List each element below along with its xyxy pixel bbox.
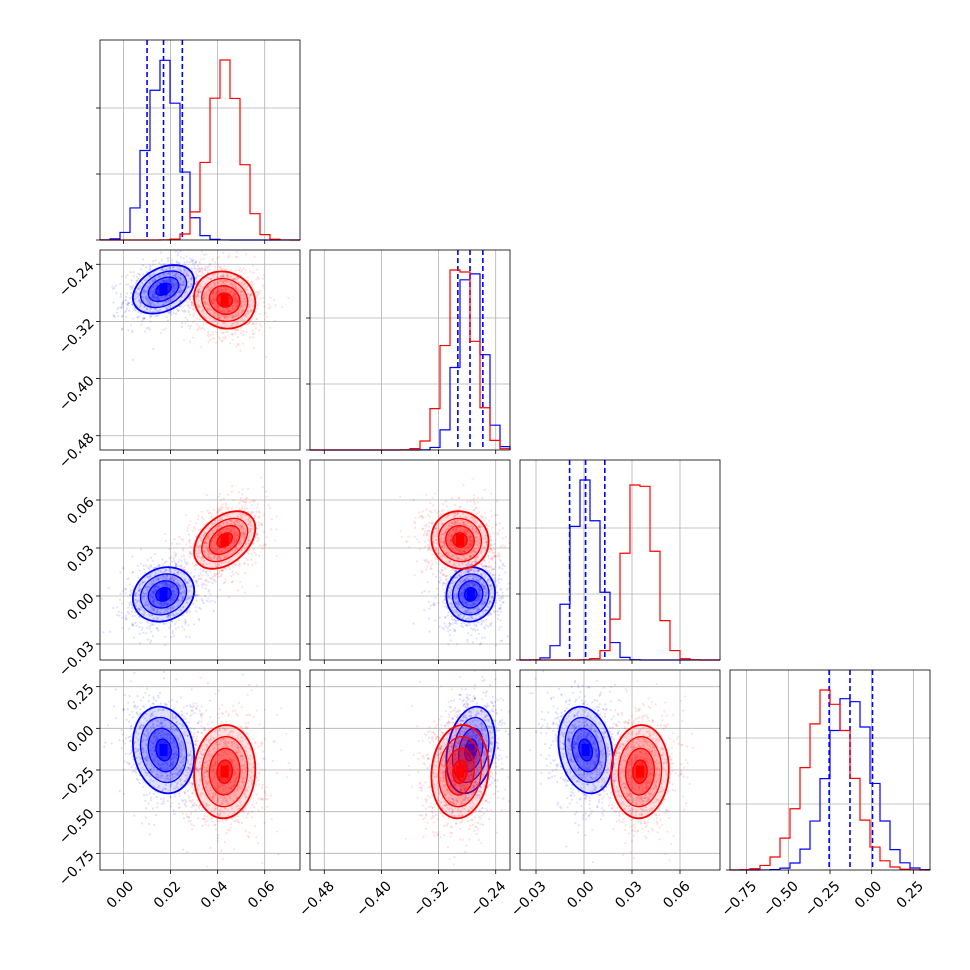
blue-histogram xyxy=(99,59,300,241)
panel-frame xyxy=(99,459,301,661)
x-tick-label: −0.24 xyxy=(468,878,510,920)
scatter-panel-1-0 xyxy=(96,249,301,454)
panel-frame xyxy=(519,669,721,871)
scatter-panel-2-0 xyxy=(96,459,301,664)
histogram-panel-1 xyxy=(306,249,511,454)
panel-frame xyxy=(309,249,511,451)
panel-frame xyxy=(729,669,931,871)
scatter-panel-3-0 xyxy=(96,669,301,874)
histogram-panel-2 xyxy=(516,459,721,664)
y-tick-label: −0.40 xyxy=(56,373,98,415)
red-peak xyxy=(220,294,229,306)
x-tick-label: 0.02 xyxy=(151,878,184,911)
scatter-panel-2-1 xyxy=(306,459,511,664)
y-tick-label: 0.00 xyxy=(64,723,97,756)
x-tick-label: −0.40 xyxy=(353,878,395,920)
scatter-panel-3-2 xyxy=(516,669,721,874)
panel-frame xyxy=(99,249,301,451)
red-peak xyxy=(456,765,464,778)
histogram-panel-3 xyxy=(726,669,931,874)
x-tick-label: 0.03 xyxy=(612,878,645,911)
panel-frame xyxy=(519,459,721,661)
x-tick-label: −0.25 xyxy=(802,878,844,920)
y-tick-label: −0.03 xyxy=(56,638,98,680)
blue-peak xyxy=(466,588,475,601)
blue-peak xyxy=(159,744,168,756)
blue-peak xyxy=(466,744,475,756)
y-tick-label: 0.03 xyxy=(64,542,97,575)
x-tick-label: −0.50 xyxy=(760,878,802,920)
y-tick-label: −0.48 xyxy=(56,430,98,472)
x-tick-label: −0.32 xyxy=(411,878,453,920)
red-points xyxy=(398,477,510,607)
y-tick-label: −0.24 xyxy=(56,259,98,301)
red-peak xyxy=(636,765,644,778)
blue-peak xyxy=(581,744,590,756)
blue-peak xyxy=(159,283,168,296)
x-tick-label: −0.75 xyxy=(719,878,761,920)
x-tick-label: 0.00 xyxy=(852,878,885,911)
red-peak xyxy=(456,534,464,546)
x-tick-label: −0.03 xyxy=(508,878,550,920)
y-tick-label: −0.32 xyxy=(56,316,98,358)
y-tick-label: 0.06 xyxy=(64,494,97,527)
histogram-panel-0 xyxy=(96,39,301,244)
x-tick-label: −0.48 xyxy=(296,878,338,920)
x-tick-label: 0.04 xyxy=(198,878,231,911)
blue-peak xyxy=(159,588,168,601)
panel-frame xyxy=(99,39,301,241)
y-tick-label: 0.00 xyxy=(64,590,97,623)
red-histogram xyxy=(729,689,931,871)
y-tick-label: −0.50 xyxy=(56,806,98,848)
panel-frame xyxy=(99,669,301,871)
x-tick-label: 0.06 xyxy=(660,878,693,911)
red-peak xyxy=(220,765,229,778)
x-tick-label: 0.00 xyxy=(564,878,597,911)
y-tick-label: −0.25 xyxy=(56,764,98,806)
red-peak xyxy=(220,534,229,546)
x-tick-label: 0.00 xyxy=(104,878,137,911)
x-tick-label: 0.06 xyxy=(245,878,278,911)
y-tick-label: −0.75 xyxy=(56,848,98,890)
panel-frame xyxy=(309,669,511,871)
x-tick-label: 0.25 xyxy=(894,878,927,911)
panel-frame xyxy=(309,459,511,661)
scatter-panel-3-1 xyxy=(306,669,511,874)
red-histogram xyxy=(520,484,720,661)
y-tick-label: 0.25 xyxy=(64,681,97,714)
